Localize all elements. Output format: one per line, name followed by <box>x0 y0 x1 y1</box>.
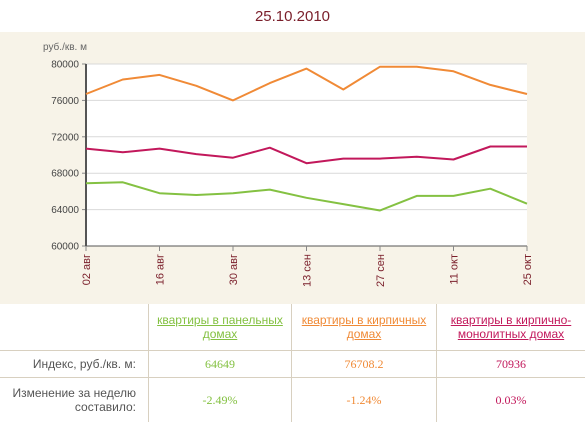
brick-houses-link[interactable]: квартиры в кирпичных домах <box>302 313 426 341</box>
change-value-panel: -2.49% <box>149 378 292 422</box>
y-tick-label: 76000 <box>51 96 79 107</box>
y-tick-label: 68000 <box>51 169 79 180</box>
x-tick-label: 02 авг <box>81 254 93 285</box>
index-row-label: Индекс, руб./кв. м: <box>0 351 149 378</box>
y-tick-label: 64000 <box>51 205 79 216</box>
plot-area <box>86 64 527 246</box>
index-value-brick: 76708.2 <box>292 351 437 378</box>
table-row: Индекс, руб./кв. м: 64649 76708.2 70936 <box>0 351 585 378</box>
x-tick-label: 11 окт <box>449 254 461 285</box>
header-brick: квартиры в кирпичных домах <box>292 304 437 351</box>
brick-monolithic-houses-link[interactable]: квартиры в кирпично-монолитных домах <box>451 313 572 341</box>
change-row-label: Изменение за неделю составило: <box>0 378 149 422</box>
header-panel: квартиры в панельных домах <box>149 304 292 351</box>
table-row: Изменение за неделю составило: -2.49% -1… <box>0 378 585 422</box>
change-value-mono: 0.03% <box>437 378 585 422</box>
x-tick-label: 27 сен <box>375 254 387 287</box>
table-corner <box>0 304 149 351</box>
page-title: 25.10.2010 <box>0 8 585 25</box>
x-tick-label: 25 окт <box>522 254 534 285</box>
y-tick-label: 60000 <box>51 242 79 253</box>
y-tick-label: 80000 <box>51 60 79 71</box>
x-tick-label: 30 авг <box>228 254 240 285</box>
y-tick-label: 72000 <box>51 132 79 143</box>
x-tick-label: 16 авг <box>155 254 167 285</box>
index-value-panel: 64649 <box>149 351 292 378</box>
stats-table: квартиры в панельных домах квартиры в ки… <box>0 304 585 422</box>
x-tick-label: 13 сен <box>302 254 314 287</box>
index-value-mono: 70936 <box>437 351 585 378</box>
header-mono: квартиры в кирпично-монолитных домах <box>437 304 585 351</box>
panel-houses-link[interactable]: квартиры в панельных домах <box>157 313 283 341</box>
change-value-brick: -1.24% <box>292 378 437 422</box>
table-header-row: квартиры в панельных домах квартиры в ки… <box>0 304 585 351</box>
line-chart: 60000 64000 68000 72000 76000 80000 02 авг 16 а… <box>0 32 585 304</box>
